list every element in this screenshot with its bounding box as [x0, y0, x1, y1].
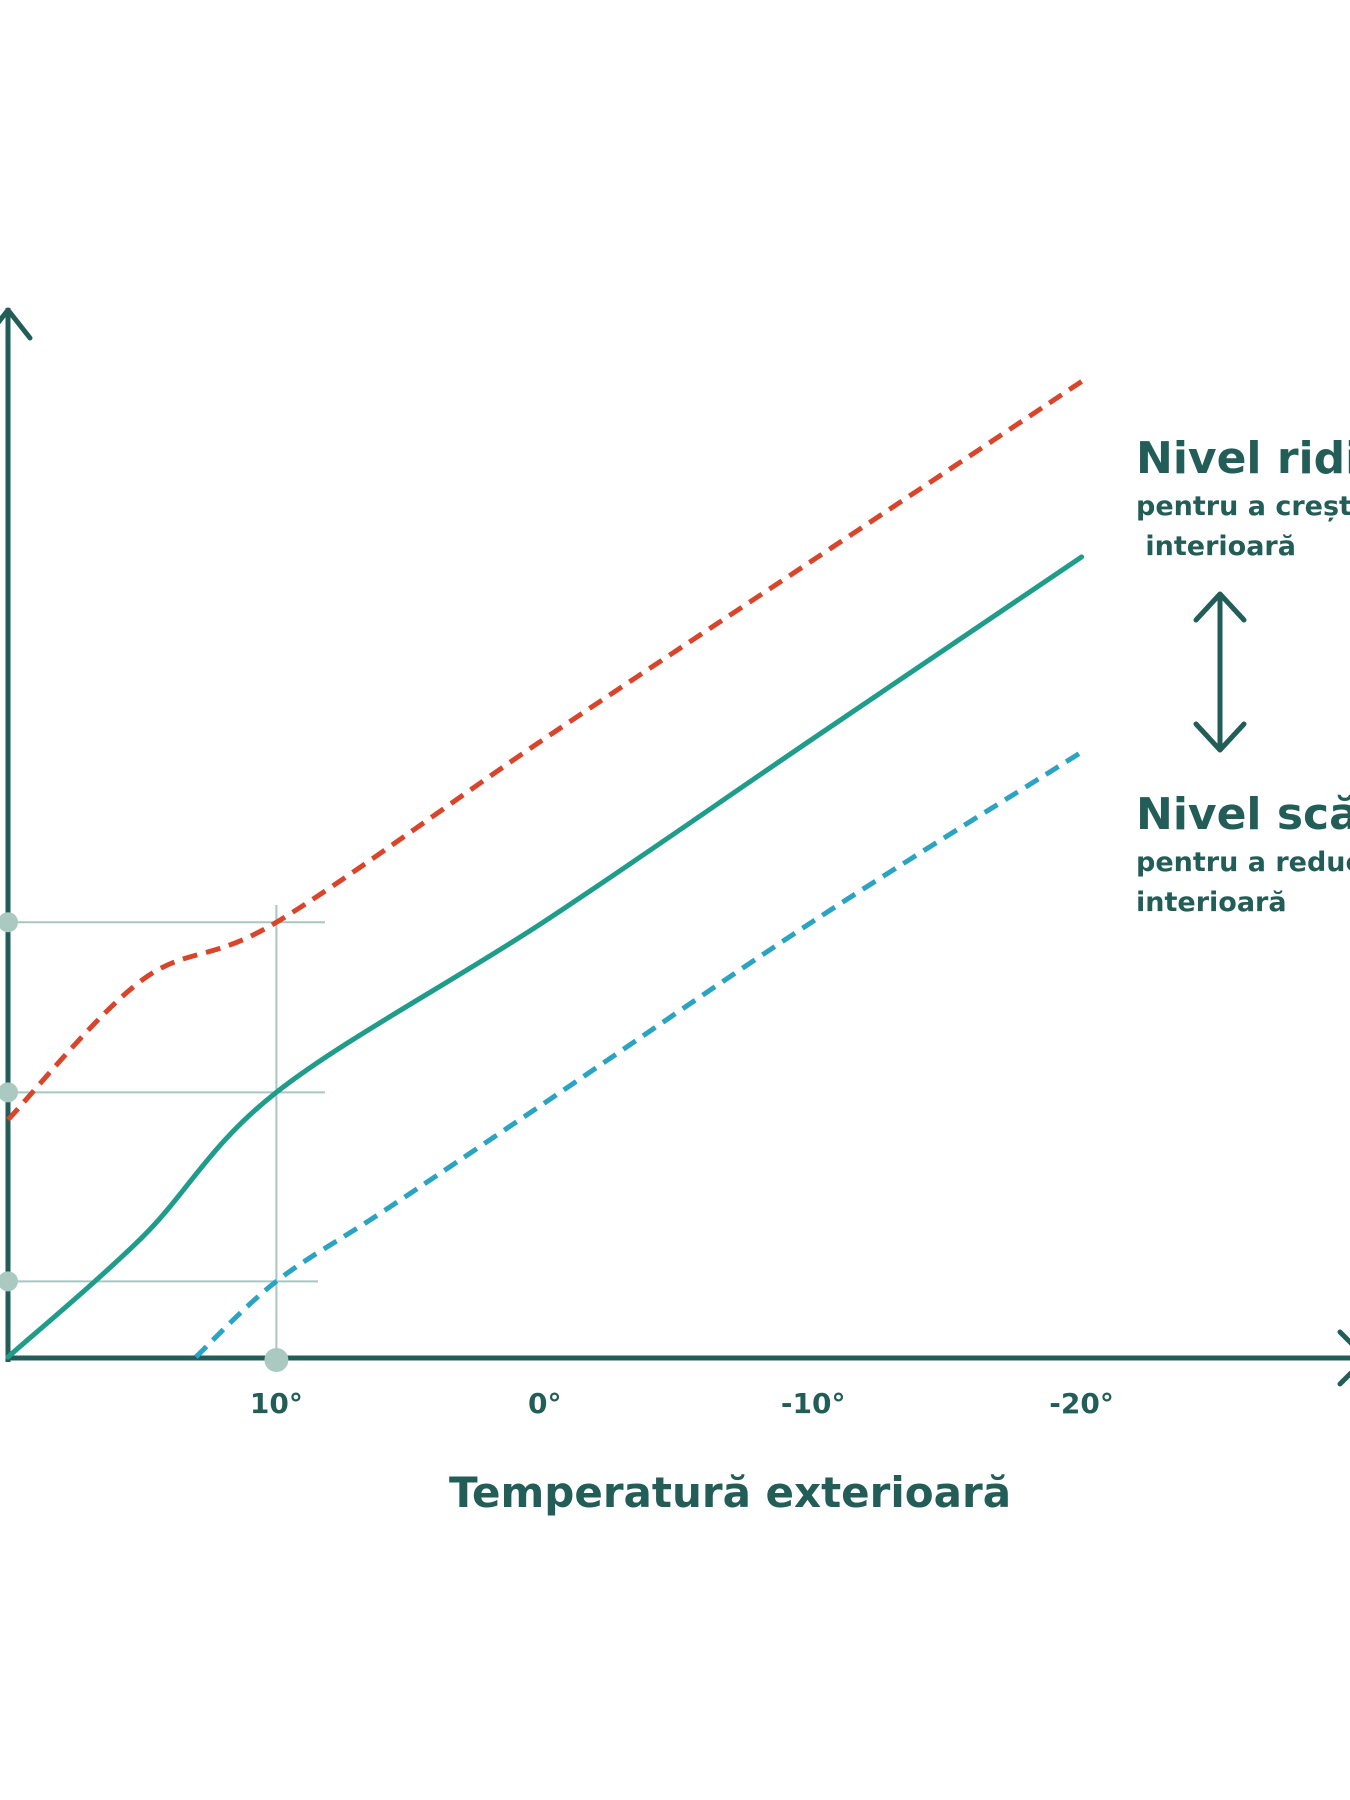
annotation-line-low: interioară [1136, 887, 1287, 918]
series-line-low [194, 749, 1083, 1359]
x-tick-labels: 10° 0° -10° -20° [250, 1387, 1114, 1420]
annotation-line-high: interioară [1136, 531, 1296, 562]
y-guide-marker [0, 912, 18, 933]
annotation-line-low: pentru a reduce [1136, 847, 1350, 878]
up-down-arrow-icon [1193, 591, 1247, 753]
y-guide-marker [0, 1082, 18, 1103]
axes [0, 307, 1350, 1387]
annotations: Nivel ridic pentru a crește interioară Niv… [1136, 433, 1350, 918]
annotation-title-low: Nivel scă [1136, 789, 1350, 840]
guide-lines [8, 905, 325, 1358]
series-line-normal [5, 554, 1085, 1360]
x-guide-marker [264, 1348, 289, 1372]
y-axis-arrow-icon [0, 307, 33, 341]
series-lines [5, 379, 1085, 1360]
x-axis-label: Temperatură exterioară [449, 1468, 1011, 1517]
x-tick-label: 0° [528, 1387, 561, 1420]
x-axis-arrow-icon [1337, 1329, 1350, 1387]
annotation-title-high: Nivel ridic [1136, 433, 1350, 484]
y-guide-marker [0, 1271, 18, 1292]
x-tick-label: -20° [1049, 1387, 1114, 1420]
annotation-line-high: pentru a crește [1136, 491, 1350, 522]
guide-markers [0, 912, 289, 1372]
x-tick-label: 10° [250, 1387, 303, 1420]
x-tick-label: -10° [781, 1387, 846, 1420]
series-line-high [6, 379, 1083, 1122]
